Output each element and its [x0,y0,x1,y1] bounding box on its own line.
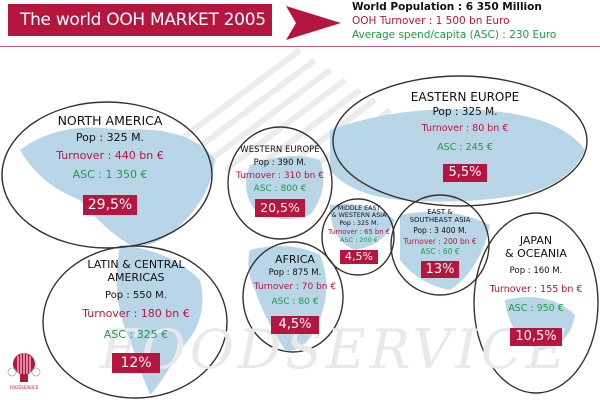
ellipse-middle-east [321,198,395,276]
region-turnover: Turnover : 155 bn € [489,284,583,295]
region-turnover: Turnover : 310 bn € [236,171,324,181]
region-share-badge: 20,5% [255,199,305,217]
region-pop: Pop : 550 M. [105,290,167,301]
region-western-europe: WESTERN EUROPE Pop : 390 M. Turnover : 3… [235,145,325,217]
region-east-asia: EAST & SOUTHEAST ASIA Pop : 3 400 M. Tur… [395,208,485,278]
region-share-badge: 12% [112,353,160,373]
ellipse-africa [242,241,344,353]
region-asc: ASC : 325 € [103,328,169,341]
arrow-right-icon [286,6,341,40]
region-turnover: Turnover : 65 bn € [327,228,391,236]
region-name-line1: JAPAN [519,234,553,247]
region-name-line2: & OCEANIA [505,247,567,260]
region-asc: ASC : 800 € [253,184,307,194]
region-share-badge: 29,5% [82,195,138,215]
region-name: EASTERN EUROPE [410,90,520,104]
region-japan-oceania: JAPAN & OCEANIA Pop : 160 M. Turnover : … [478,234,594,346]
world-population: World Population : 6 350 Million [352,1,542,13]
region-name-line2: SOUTHEAST ASIA [409,216,471,224]
region-name: WESTERN EUROPE [240,145,320,155]
region-name-line2: & WESTERN ASIA [331,212,387,219]
region-north-america: NORTH AMERICA Pop : 325 M. Turnover : 44… [30,113,190,215]
watermark: FOODSERVICE [100,318,570,381]
ellipse-eastern-europe [332,75,588,207]
region-eastern-europe: EASTERN EUROPE Pop : 325 M. Turnover : 8… [395,90,535,182]
region-share-badge: 4,5% [271,316,319,334]
region-name-line2: AMERICAS [107,271,165,284]
world-summary: World Population : 6 350 Million OOH Tur… [352,0,556,42]
region-share-badge: 5,5% [443,164,487,182]
ellipse-japan-oceania [473,212,599,394]
world-turnover: OOH Turnover : 1 500 bn Euro [352,15,510,27]
region-asc: ASC : 1 350 € [72,168,148,181]
region-name-line1: EAST & [427,208,453,216]
header-divider [0,46,600,47]
ellipse-latin-america [42,245,228,399]
region-name: AFRICA [275,253,315,266]
foodservice-logo-icon: FOODSERVICE [7,353,41,390]
region-pop: Pop : 325 M. [432,106,498,118]
region-turnover: Turnover : 440 bn € [56,149,164,162]
region-pop: Pop : 325 M. [339,220,379,227]
region-pop: Pop : 875 M. [268,268,322,278]
ellipse-north-america [1,101,213,249]
region-asc: ASC : 200 € [339,236,379,244]
region-share-badge: 10,5% [510,328,562,346]
region-asc: ASC : 245 € [437,142,493,153]
region-share-badge: 13% [420,261,460,278]
region-pop: Pop : 390 M. [253,158,307,168]
region-pop: Pop : 325 M. [75,131,145,144]
ellipse-western-europe [227,126,333,240]
region-africa: AFRICA Pop : 875 M. Turnover : 70 bn € A… [250,253,340,334]
region-pop: Pop : 3 400 M. [413,226,467,235]
region-middle-east: MIDDLE EAST & WESTERN ASIA Pop : 325 M. … [318,205,400,264]
region-asc: ASC : 80 € [271,297,319,307]
region-turnover: Turnover : 180 bn € [82,307,190,320]
region-name: NORTH AMERICA [57,113,163,128]
region-name-line1: LATIN & CENTRAL [87,258,185,271]
region-turnover: Turnover : 200 bn € [403,237,477,246]
logo-label: FOODSERVICE [10,385,39,390]
region-turnover: Turnover : 80 bn € [421,123,509,134]
region-name-line1: MIDDLE EAST [337,205,381,212]
region-latin-america: LATIN & CENTRAL AMERICAS Pop : 550 M. Tu… [62,258,210,373]
region-asc: ASC : 60 € [420,247,460,256]
region-share-badge: 4,5% [340,250,378,264]
region-turnover: Turnover : 70 bn € [253,282,337,292]
region-asc: ASC : 950 € [508,303,564,314]
world-average-spend: Average spend/capita (ASC) : 230 Euro [352,29,557,41]
page-title: The world OOH MARKET 2005 [8,4,272,36]
region-pop: Pop : 160 M. [509,266,563,276]
